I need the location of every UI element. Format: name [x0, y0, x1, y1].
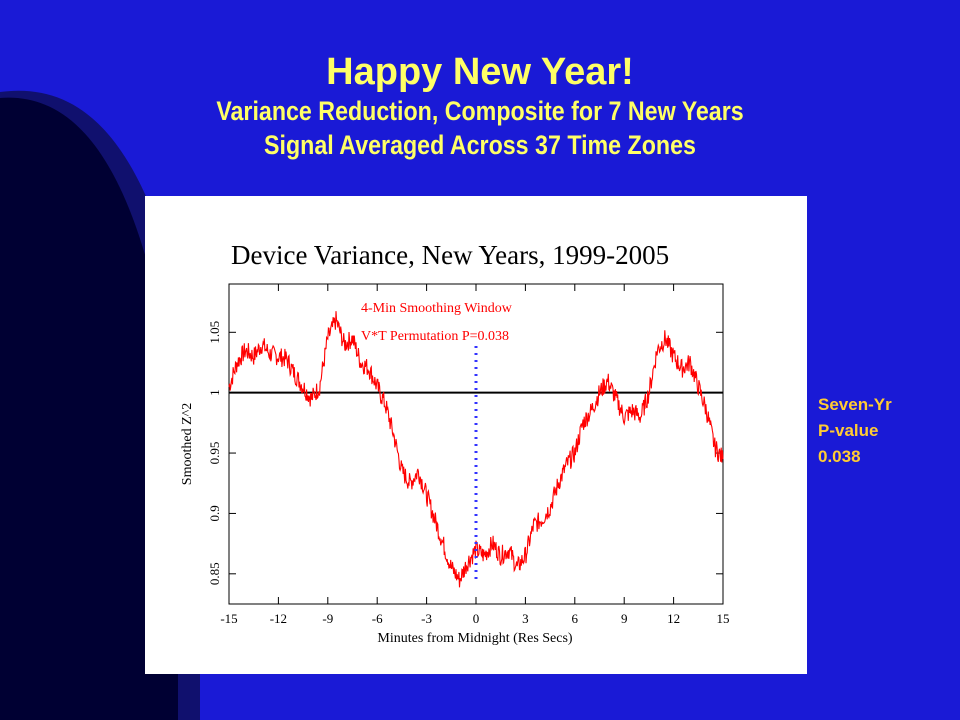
marks-group: [228, 311, 724, 588]
x-tick-label: 9: [621, 611, 628, 626]
annotation-permutation: V*T Permutation P=0.038: [361, 329, 509, 344]
y-tick-label: 0.85: [207, 562, 222, 585]
y-tick-label: 1: [207, 389, 222, 396]
variance-chart: Device Variance, New Years, 1999-2005 -1…: [180, 240, 730, 646]
chart-panel: Device Variance, New Years, 1999-2005 -1…: [145, 196, 807, 674]
variance-series-line: [228, 311, 724, 588]
y-axis-label: Smoothed Z^2: [180, 403, 195, 485]
x-tick-label: -15: [220, 611, 237, 626]
x-tick-label: -6: [372, 611, 383, 626]
x-tick-label: -12: [270, 611, 287, 626]
side-note: Seven-Yr P-value 0.038: [818, 392, 892, 470]
x-tick-label: 12: [667, 611, 680, 626]
x-tick-label: -3: [421, 611, 432, 626]
side-note-line-1: Seven-Yr: [818, 395, 892, 414]
x-tick-label: 3: [522, 611, 529, 626]
x-axis-label: Minutes from Midnight (Res Secs): [377, 631, 573, 646]
slide-title: Happy New Year!: [326, 51, 634, 93]
slide-subtitle-line-2: Signal Averaged Across 37 Time Zones: [264, 130, 696, 160]
slide-title-block: Happy New Year! Variance Reduction, Comp…: [0, 50, 960, 162]
x-tick-label: 6: [572, 611, 579, 626]
slide-subtitle-line-1: Variance Reduction, Composite for 7 New …: [216, 96, 744, 126]
x-tick-label: 15: [717, 611, 730, 626]
axes-group: -15 -12 -9 -6 -3 0 3 6 9 12 15 0.85 0.9 0.95 1 1.05: [207, 284, 730, 626]
annotation-smoothing: 4-Min Smoothing Window: [361, 301, 513, 316]
y-tick-label: 1.05: [207, 321, 222, 344]
chart-title: Device Variance, New Years, 1999-2005: [231, 240, 669, 270]
x-tick-label: -9: [322, 611, 333, 626]
side-note-line-3: 0.038: [818, 447, 861, 466]
y-tick-label: 0.9: [207, 505, 222, 521]
y-tick-label: 0.95: [207, 442, 222, 465]
x-tick-label: 0: [473, 611, 480, 626]
side-note-line-2: P-value: [818, 421, 879, 440]
